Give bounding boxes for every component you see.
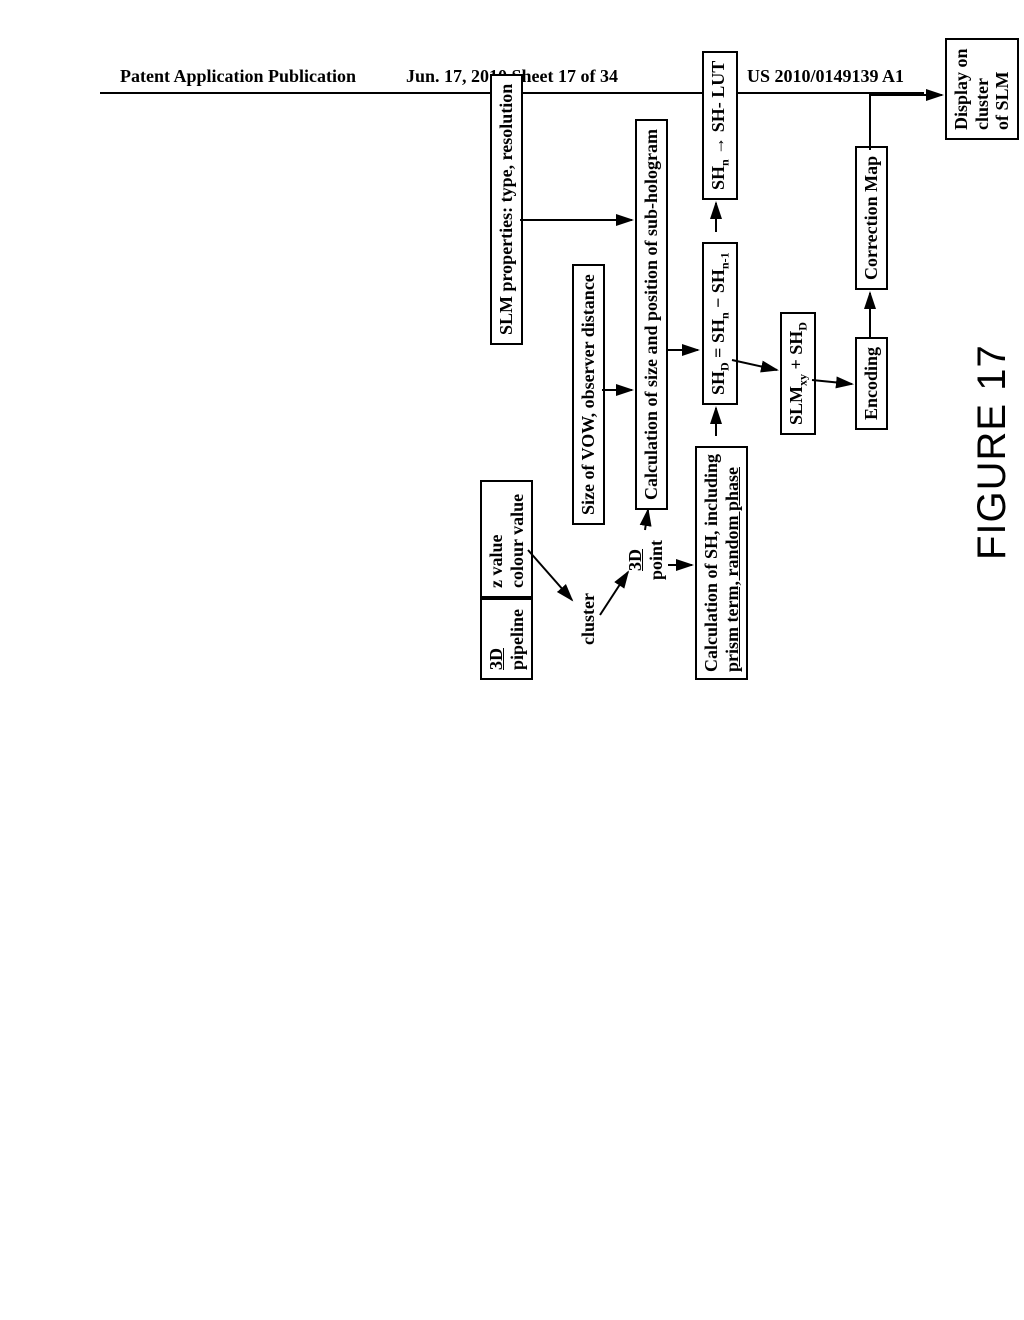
diagram-container: 3D pipeline z value colour value SLM pro…	[480, 40, 1024, 680]
node-z-colour: z value colour value	[480, 480, 533, 598]
node-cluster: cluster	[578, 593, 599, 645]
node-sh-d-text: SHD = SHn − SHn-1	[708, 252, 728, 395]
node-3d-pipeline-l2: pipeline	[507, 609, 527, 670]
node-vow: Size of VOW, observer distance	[572, 264, 605, 525]
node-z-colour-l1: z value	[486, 535, 506, 589]
figure-label: FIGURE 17	[970, 344, 1015, 560]
node-sh-d: SHD = SHn − SHn-1	[702, 242, 738, 405]
node-calc-size-pos-text: Calculation of size and position of sub-…	[641, 129, 661, 500]
node-vow-text: Size of VOW, observer distance	[578, 274, 598, 515]
node-calc-size-pos: Calculation of size and position of sub-…	[635, 119, 668, 510]
node-display-l1: Display on	[951, 48, 971, 130]
node-sh-lut-text: SHn → SH- LUT	[708, 61, 728, 190]
node-display: Display on cluster of SLM	[945, 38, 1019, 140]
flowchart: 3D pipeline z value colour value SLM pro…	[480, 40, 1024, 680]
node-3d-point-l2: point	[646, 540, 666, 580]
node-calc-sh-l2: prism term, random phase	[722, 467, 742, 672]
node-encoding: Encoding	[855, 337, 888, 430]
node-slm-properties-text: SLM properties: type, resolution	[496, 84, 516, 335]
node-display-l2: cluster	[972, 78, 992, 130]
node-3d-pipeline: 3D pipeline	[480, 598, 533, 680]
node-correction-map: Correction Map	[855, 146, 888, 290]
node-z-colour-l2: colour value	[507, 494, 527, 588]
header-left: Patent Application Publication	[120, 66, 356, 87]
node-calc-sh: Calculation of SH, including prism term,…	[695, 446, 748, 680]
node-3d-point: 3D point	[625, 540, 667, 580]
node-slm-xy-text: SLMxy + SHD	[786, 322, 806, 425]
node-slm-properties: SLM properties: type, resolution	[490, 74, 523, 345]
node-display-l3: of SLM	[992, 72, 1012, 131]
node-slm-xy: SLMxy + SHD	[780, 312, 816, 435]
node-calc-sh-l1: Calculation of SH, including	[701, 454, 721, 672]
arrows-overlay	[480, 40, 1024, 680]
node-encoding-text: Encoding	[861, 347, 881, 420]
node-3d-point-l1: 3D	[625, 549, 645, 571]
node-correction-map-text: Correction Map	[861, 156, 881, 280]
node-sh-lut: SHn → SH- LUT	[702, 51, 738, 200]
node-3d-pipeline-l1: 3D	[486, 648, 506, 670]
